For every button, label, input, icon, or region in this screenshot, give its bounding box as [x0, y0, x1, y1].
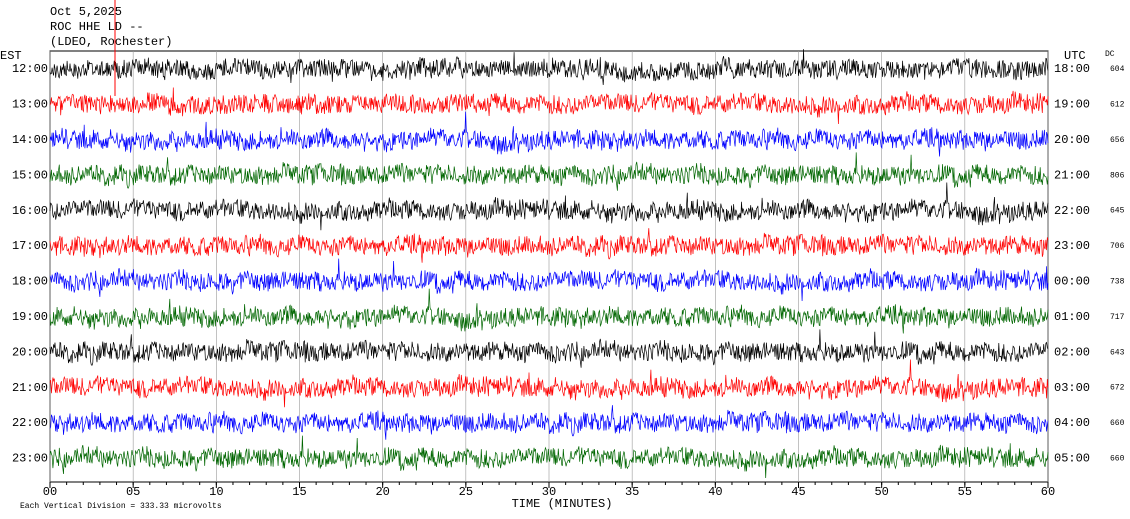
x-tick-label: 40	[708, 485, 722, 499]
dc-value: 612	[1110, 101, 1125, 110]
utc-label: 23:00	[1054, 239, 1090, 253]
dc-value: 706	[1110, 242, 1125, 251]
trace	[49, 228, 1049, 263]
utc-label: 20:00	[1054, 133, 1090, 147]
utc-label: 00:00	[1054, 275, 1090, 289]
est-label: 22:00	[12, 416, 48, 430]
est-label: 21:00	[12, 381, 48, 395]
x-tick-label: 30	[542, 485, 556, 499]
dc-value: 717	[1110, 313, 1125, 322]
est-label: 19:00	[12, 310, 48, 324]
utc-label: 03:00	[1054, 381, 1090, 395]
est-label: 23:00	[12, 452, 48, 466]
trace	[49, 329, 1049, 368]
est-label: 17:00	[12, 239, 48, 253]
x-tick-label: 15	[292, 485, 306, 499]
x-tick-label: 55	[958, 485, 972, 499]
trace	[49, 288, 1049, 334]
dc-value: 645	[1110, 207, 1125, 216]
utc-label: 04:00	[1054, 416, 1090, 430]
trace	[49, 405, 1049, 440]
dc-value: 738	[1110, 278, 1125, 287]
utc-label: 22:00	[1054, 204, 1090, 218]
trace	[49, 359, 1049, 408]
utc-label: 18:00	[1054, 62, 1090, 76]
network: (LDEO, Rochester)	[50, 35, 172, 49]
date: Oct 5,2025	[50, 5, 122, 19]
traces	[49, 49, 1049, 479]
dc-value: 604	[1110, 65, 1125, 74]
utc-label: 21:00	[1054, 168, 1090, 182]
x-tick-label: 50	[874, 485, 888, 499]
x-axis-title: TIME (MINUTES)	[512, 497, 613, 511]
dc-title: DC	[1105, 50, 1115, 59]
trace	[49, 49, 1049, 86]
dc-value: 660	[1110, 455, 1125, 464]
x-tick-label: 10	[209, 485, 223, 499]
est-label: 16:00	[12, 204, 48, 218]
est-label: 14:00	[12, 133, 48, 147]
x-tick-label: 20	[375, 485, 389, 499]
trace	[49, 258, 1049, 302]
station: ROC HHE LD --	[50, 20, 144, 34]
x-tick-label: 00	[43, 485, 57, 499]
dc-value: 660	[1110, 419, 1125, 428]
dc-value: 806	[1110, 171, 1125, 180]
trace	[49, 435, 1049, 479]
trace	[49, 182, 1049, 231]
utc-label: 05:00	[1054, 452, 1090, 466]
trace	[49, 152, 1049, 191]
x-tick-label: 35	[625, 485, 639, 499]
right-axis-title: UTC	[1064, 49, 1086, 63]
dc-value: 656	[1110, 136, 1125, 145]
left-axis-title: EST	[0, 49, 22, 63]
trace	[49, 111, 1049, 157]
est-label: 18:00	[12, 275, 48, 289]
trace	[49, 87, 1049, 125]
utc-label: 02:00	[1054, 345, 1090, 359]
x-tick-label: 45	[791, 485, 805, 499]
footer: Each Vertical Division = 333.33 microvol…	[20, 502, 222, 511]
dc-value: 672	[1110, 384, 1125, 393]
est-label: 15:00	[12, 168, 48, 182]
utc-label: 01:00	[1054, 310, 1090, 324]
x-tick-label: 60	[1041, 485, 1055, 499]
x-tick-label: 25	[459, 485, 473, 499]
utc-label: 19:00	[1054, 98, 1090, 112]
est-label: 12:00	[12, 62, 48, 76]
x-tick-label: 05	[126, 485, 140, 499]
est-label: 20:00	[12, 345, 48, 359]
est-label: 13:00	[12, 98, 48, 112]
dc-value: 643	[1110, 348, 1125, 357]
